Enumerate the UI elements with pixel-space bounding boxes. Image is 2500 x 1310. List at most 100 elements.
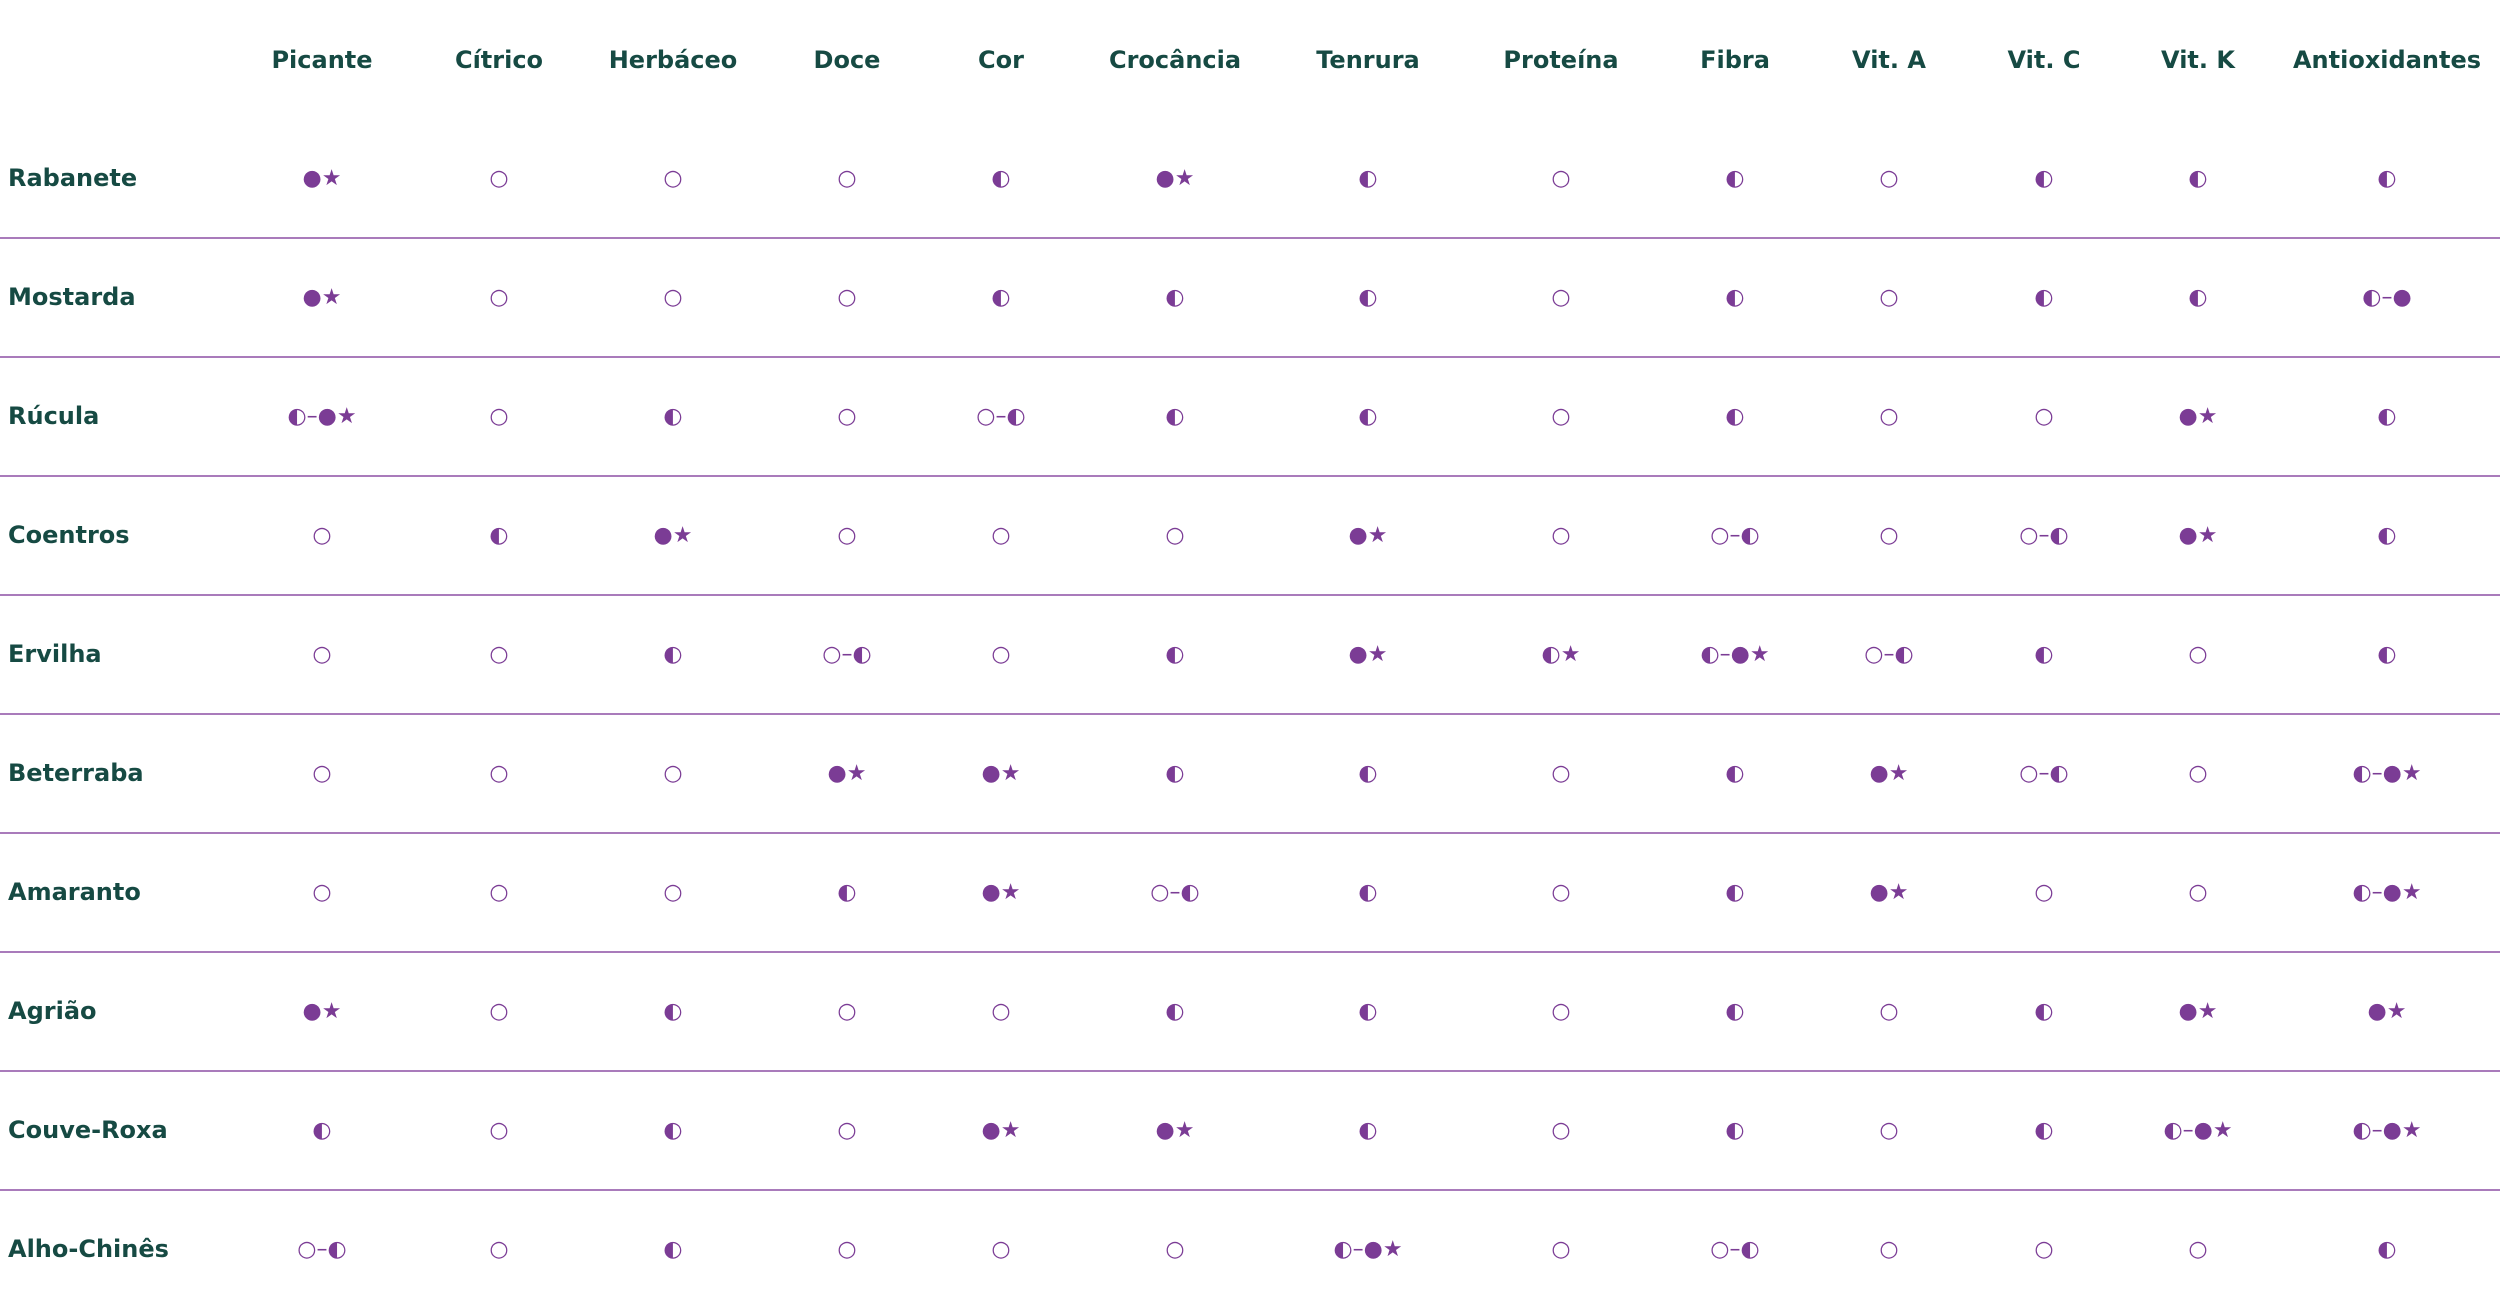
rating-cell-doce: ○	[837, 1118, 857, 1143]
rating-cell-vit-c: ○–◐	[2019, 523, 2069, 548]
rating-cell-proteina: ○	[1551, 1118, 1571, 1143]
rating-cell-vit-k: ●★	[2178, 523, 2218, 548]
rating-cell-tenrura: ◐	[1358, 166, 1378, 191]
rating-cell-cor: ○	[991, 1237, 1011, 1262]
rating-cell-antioxidantes: ●★	[2367, 999, 2407, 1024]
rating-cell-fibra: ◐	[1725, 1118, 1745, 1143]
rating-cell-vit-k: ◐	[2188, 166, 2208, 191]
rating-cell-vit-a: ○	[1879, 1118, 1899, 1143]
table-row-rabanete: Rabanete ●★ ○ ○ ○ ◐ ●★ ◐ ○ ◐ ○ ◐ ◐ ◐	[0, 119, 2500, 238]
rating-cell-herbaceo: ◐	[663, 1118, 683, 1143]
rating-cell-vit-c: ○	[2034, 1237, 2054, 1262]
rating-cell-herbaceo: ○	[663, 166, 683, 191]
rating-cell-vit-k: ○	[2188, 761, 2208, 786]
rating-cell-antioxidantes: ◐–●★	[2352, 1118, 2422, 1143]
row-divider	[0, 1070, 2500, 1072]
rating-cell-picante: ○	[312, 523, 332, 548]
rating-cell-fibra: ◐	[1725, 404, 1745, 429]
rating-cell-proteina: ○	[1551, 523, 1571, 548]
rating-cell-fibra: ◐	[1725, 999, 1745, 1024]
column-header-proteina: Proteína	[1503, 46, 1619, 74]
rating-cell-cor: ◐	[991, 166, 1011, 191]
rating-cell-doce: ◐	[837, 880, 857, 905]
table-row-ervilha: Ervilha ○ ○ ◐ ○–◐ ○ ◐ ●★ ◐★ ◐–●★ ○–◐ ◐ ○ ◐	[0, 595, 2500, 714]
rating-cell-tenrura: ◐	[1358, 285, 1378, 310]
rating-cell-tenrura: ◐	[1358, 999, 1378, 1024]
rating-cell-picante: ●★	[302, 999, 342, 1024]
table-row-amaranto: Amaranto ○ ○ ○ ◐ ●★ ○–◐ ◐ ○ ◐ ●★ ○ ○ ◐–●★	[0, 833, 2500, 952]
rating-cell-proteina: ○	[1551, 999, 1571, 1024]
rating-cell-proteina: ○	[1551, 761, 1571, 786]
rating-cell-vit-k: ◐	[2188, 285, 2208, 310]
rating-cell-tenrura: ◐	[1358, 880, 1378, 905]
rating-cell-picante: ○–◐	[297, 1237, 347, 1262]
rating-cell-herbaceo: ◐	[663, 999, 683, 1024]
rating-cell-antioxidantes: ◐	[2377, 642, 2397, 667]
rating-cell-tenrura: ●★	[1348, 642, 1388, 667]
rating-cell-tenrura: ◐	[1358, 1118, 1378, 1143]
rating-cell-vit-a: ○	[1879, 999, 1899, 1024]
rating-cell-crocancia: ●★	[1155, 166, 1195, 191]
rating-cell-vit-k: ◐–●★	[2163, 1118, 2233, 1143]
rating-cell-cor: ●★	[981, 1118, 1021, 1143]
rating-cell-picante: ◐	[312, 1118, 332, 1143]
column-header-vit-k: Vit. K	[2161, 46, 2235, 74]
rating-cell-vit-a: ●★	[1869, 880, 1909, 905]
column-header-crocancia: Crocância	[1108, 46, 1242, 74]
row-divider	[0, 951, 2500, 953]
row-divider	[0, 475, 2500, 477]
row-label: Alho-Chinês	[8, 1235, 169, 1263]
row-label: Rúcula	[8, 402, 100, 430]
rating-cell-vit-a: ○	[1879, 1237, 1899, 1262]
rating-cell-tenrura: ●★	[1348, 523, 1388, 548]
rating-cell-vit-a: ○	[1879, 285, 1899, 310]
rating-cell-picante: ○	[312, 880, 332, 905]
column-header-picante: Picante	[271, 46, 373, 74]
rating-cell-herbaceo: ●★	[653, 523, 693, 548]
rating-cell-vit-a: ○	[1879, 404, 1899, 429]
column-header-vit-c: Vit. C	[2007, 46, 2081, 74]
rating-cell-antioxidantes: ◐	[2377, 523, 2397, 548]
rating-cell-antioxidantes: ◐	[2377, 404, 2397, 429]
rating-cell-vit-c: ◐	[2034, 285, 2054, 310]
rating-cell-antioxidantes: ◐–●	[2362, 285, 2412, 310]
row-divider	[0, 1189, 2500, 1191]
rating-cell-citrico: ○	[489, 1237, 509, 1262]
rating-cell-citrico: ○	[489, 404, 509, 429]
column-header-herbaceo: Herbáceo	[608, 46, 738, 74]
rating-cell-doce: ○	[837, 1237, 857, 1262]
row-divider	[0, 356, 2500, 358]
rating-cell-fibra: ◐	[1725, 880, 1745, 905]
rating-cell-crocancia: ◐	[1165, 761, 1185, 786]
column-header-citrico: Cítrico	[454, 46, 544, 74]
column-header-row: Picante Cítrico Herbáceo Doce Cor Crocância Te…	[0, 38, 2500, 82]
rating-cell-vit-k: ○	[2188, 880, 2208, 905]
rating-cell-herbaceo: ◐	[663, 642, 683, 667]
rating-cell-doce: ○	[837, 404, 857, 429]
row-label: Couve-Roxa	[8, 1116, 168, 1144]
rating-cell-antioxidantes: ◐–●★	[2352, 761, 2422, 786]
rating-cell-doce: ○	[837, 999, 857, 1024]
rating-cell-citrico: ○	[489, 642, 509, 667]
row-label: Ervilha	[8, 640, 102, 668]
rating-cell-picante: ●★	[302, 285, 342, 310]
rating-cell-vit-k: ●★	[2178, 404, 2218, 429]
column-header-cor: Cor	[978, 46, 1024, 74]
rating-cell-vit-c: ○	[2034, 880, 2054, 905]
rating-cell-tenrura: ◐	[1358, 761, 1378, 786]
rating-cell-crocancia: ○	[1165, 523, 1185, 548]
column-header-fibra: Fibra	[1700, 46, 1770, 74]
rating-cell-doce: ●★	[827, 761, 867, 786]
rating-cell-citrico: ◐	[489, 523, 509, 548]
row-divider	[0, 832, 2500, 834]
rating-cell-cor: ○–◐	[976, 404, 1026, 429]
rating-cell-citrico: ○	[489, 999, 509, 1024]
column-header-antioxidantes: Antioxidantes	[2292, 46, 2482, 74]
row-label: Amaranto	[8, 878, 141, 906]
rating-cell-antioxidantes: ◐–●★	[2352, 880, 2422, 905]
rating-cell-vit-c: ◐	[2034, 999, 2054, 1024]
table-row-alho-chines: Alho-Chinês ○–◐ ○ ◐ ○ ○ ○ ◐–●★ ○ ○–◐ ○ ○ ○ ◐	[0, 1190, 2500, 1309]
row-label: Coentros	[8, 521, 130, 549]
rating-cell-picante: ◐–●★	[287, 404, 357, 429]
rating-cell-tenrura: ◐–●★	[1333, 1237, 1403, 1262]
